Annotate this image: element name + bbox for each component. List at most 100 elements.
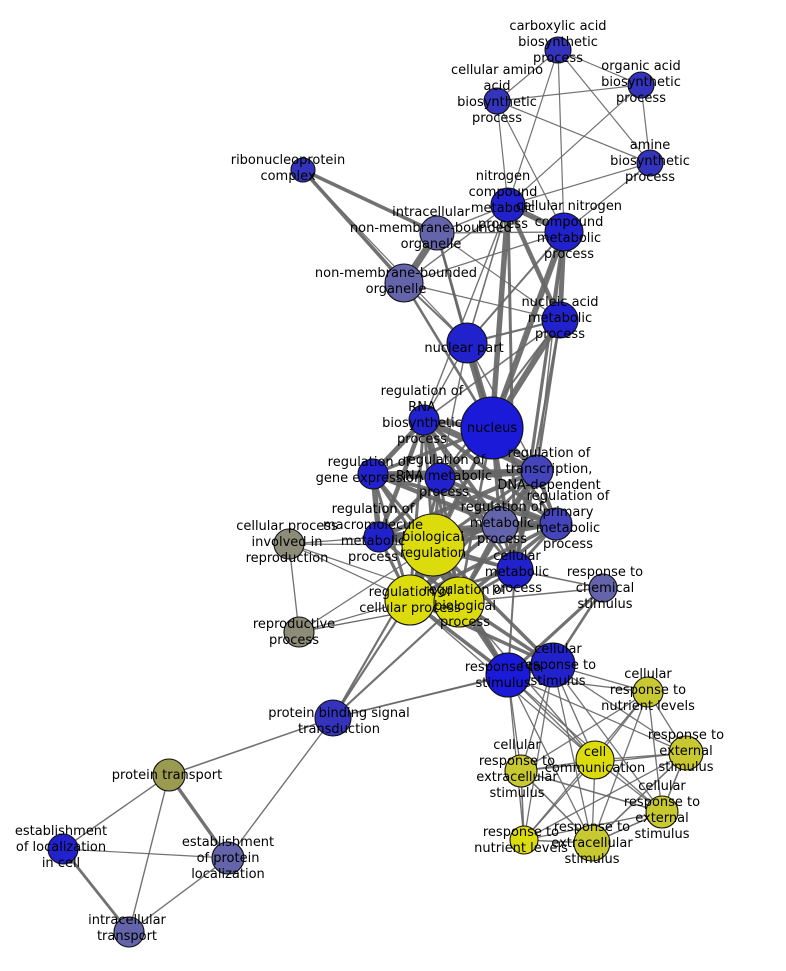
node-establishment_of_localization_in_cell[interactable]: establishment of localization in cell: [47, 833, 79, 865]
edge-cellular_response_to_extracellular_stimulus--cellular_response_to_external_stimulus: [520, 770, 663, 813]
node-reproductive_process[interactable]: reproductive process: [283, 616, 315, 648]
node-label-response_to_chemical_stimulus: response to chemical stimulus: [567, 565, 643, 612]
edge-cellular_response_to_nutrient_levels--cellular_response_to_external_stimulus: [647, 691, 663, 813]
node-nitrogen_compound_metabolic_process[interactable]: nitrogen compound metabolic process: [490, 187, 526, 223]
edge-cellular_response_to_stimulus--cellular_response_to_external_stimulus: [552, 664, 663, 813]
node-regulation_of_metabolic_process[interactable]: regulation of metabolic process: [481, 506, 519, 544]
node-label-establishment_of_localization_in_cell: establishment of localization in cell: [15, 824, 107, 871]
node-biological_regulation[interactable]: biological regulation: [401, 513, 465, 577]
node-label-cellular_response_to_external_stimulus: cellular response to external stimulus: [624, 779, 700, 842]
node-cellular_nitrogen_compound_metabolic_process[interactable]: cellular nitrogen compound metabolic pro…: [544, 212, 584, 252]
node-amine_biosynthetic_process[interactable]: amine biosynthetic process: [636, 149, 664, 177]
edge-protein_binding_signal_transduction--protein_transport: [168, 717, 334, 776]
node-regulation_of_transcription_dna_dependent[interactable]: regulation of transcription, DNA-depende…: [520, 454, 554, 488]
edge-amine_biosynthetic_process--nitrogen_compound_metabolic_process: [507, 162, 651, 206]
node-label-cellular_amino_acid_biosynthetic_process: cellular amino acid biosynthetic process: [451, 63, 543, 126]
node-regulation_of_rna_biosynthetic_process[interactable]: regulation of RNA biosynthetic process: [408, 404, 440, 436]
node-establishment_of_protein_localization[interactable]: establishment of protein localization: [211, 841, 245, 875]
node-regulation_of_primary_metabolic_process[interactable]: regulation of primary metabolic process: [539, 507, 573, 541]
edge-intracellular_non_membrane_bounded_organelle--nucleic_acid_metabolic_process: [436, 232, 561, 321]
node-cellular_response_to_stimulus[interactable]: cellular response to stimulus: [530, 642, 576, 688]
node-label-biological_regulation: biological regulation: [400, 530, 466, 561]
node-ribonucleoprotein_complex[interactable]: ribonucleoprotein complex: [290, 157, 316, 183]
node-protein_transport[interactable]: protein transport: [152, 758, 186, 792]
node-label-regulation_of_cellular_process: regulation of cellular process: [359, 585, 461, 616]
nodes-layer[interactable]: carboxylic acid biosynthetic process orga…: [47, 36, 704, 948]
node-label-cellular_response_to_stimulus: cellular response to stimulus: [520, 642, 596, 689]
node-intracellular_transport[interactable]: intracellular transport: [113, 916, 145, 948]
node-cellular_response_to_nutrient_levels[interactable]: cellular response to nutrient levels: [632, 676, 664, 708]
edge-organic_acid_biosynthetic_process--cellular_amino_acid_biosynthetic_process: [496, 84, 642, 102]
node-label-nucleic_acid_metabolic_process: nucleic acid metabolic process: [521, 295, 598, 342]
node-protein_binding_signal_transduction[interactable]: protein binding signal transduction: [314, 699, 352, 737]
node-response_to_extracellular_stimulus[interactable]: response to extracellular stimulus: [573, 824, 611, 862]
node-nucleic_acid_metabolic_process[interactable]: nucleic acid metabolic process: [541, 301, 579, 339]
node-nucleus[interactable]: nucleus: [460, 396, 524, 460]
node-intracellular_non_membrane_bounded_organelle[interactable]: intracellular non-membrane-bounded organ…: [419, 215, 455, 251]
node-response_to_stimulus[interactable]: response to stimulus: [485, 652, 531, 698]
edge-establishment_of_localization_in_cell--establishment_of_protein_localization: [62, 848, 229, 859]
edge-ribonucleoprotein_complex--non_membrane_bounded_organelle: [301, 168, 406, 285]
node-label-ribonucleoprotein_complex: ribonucleoprotein complex: [231, 153, 346, 184]
node-cellular_metabolic_process[interactable]: cellular metabolic process: [496, 551, 534, 589]
node-cellular_response_to_extracellular_stimulus[interactable]: cellular response to extracellular stimu…: [504, 754, 538, 788]
edge-response_to_external_stimulus--response_to_nutrient_levels: [523, 752, 687, 841]
node-label-response_to_stimulus: response to stimulus: [465, 660, 541, 691]
edge-nitrogen_compound_metabolic_process--nucleic_acid_metabolic_process: [505, 204, 563, 321]
edge-cellular_amino_acid_biosynthetic_process--amine_biosynthetic_process: [496, 100, 651, 164]
node-label-regulation_of_rna_metabolic_process: regulation of RNA metabolic process: [396, 453, 492, 500]
node-carboxylic_acid_biosynthetic_process[interactable]: carboxylic acid biosynthetic process: [544, 36, 572, 64]
edge-organic_acid_biosynthetic_process--nitrogen_compound_metabolic_process: [507, 84, 642, 206]
edge-cellular_response_to_stimulus--response_to_nutrient_levels: [523, 664, 554, 841]
edge-carboxylic_acid_biosynthetic_process--cellular_nitrogen_compound_metabolic_process: [557, 49, 565, 233]
edge-carboxylic_acid_biosynthetic_process--nitrogen_compound_metabolic_process: [507, 49, 559, 206]
node-regulation_of_gene_expression[interactable]: regulation of gene expression: [357, 458, 389, 490]
node-response_to_nutrient_levels[interactable]: response to nutrient levels: [509, 825, 539, 855]
node-label-nuclear_part: nuclear part: [424, 341, 503, 356]
labels-layer: carboxylic acid biosynthetic process organi…: [15, 19, 724, 944]
node-response_to_external_stimulus[interactable]: response to external stimulus: [668, 735, 704, 771]
edge-protein_transport--establishment_of_protein_localization: [167, 774, 230, 859]
node-regulation_of_biological_process[interactable]: regulation of biological process: [433, 576, 485, 628]
node-label-cellular_response_to_nutrient_levels: cellular response to nutrient levels: [601, 667, 695, 714]
node-label-protein_binding_signal_transduction: protein binding signal transduction: [268, 706, 409, 737]
node-nuclear_part[interactable]: nuclear part: [446, 322, 488, 364]
node-cellular_process_involved_in_reproduction[interactable]: cellular process involved in reproductio…: [273, 528, 305, 560]
edge-biological_regulation--protein_binding_signal_transduction: [332, 544, 434, 719]
node-cellular_response_to_external_stimulus[interactable]: cellular response to external stimulus: [645, 795, 679, 829]
edge-cellular_response_to_stimulus--response_to_extracellular_stimulus: [552, 664, 593, 844]
edge-cellular_response_to_nutrient_levels--cellular_response_to_extracellular_stimulus: [520, 691, 649, 772]
node-label-reproductive_process: reproductive process: [253, 617, 335, 648]
node-label-intracellular_non_membrane_bounded_organelle: intracellular non-membrane-bounded organel…: [350, 205, 512, 252]
node-label-intracellular_transport: intracellular transport: [88, 913, 166, 944]
node-cellular_amino_acid_biosynthetic_process[interactable]: cellular amino acid biosynthetic process: [483, 87, 511, 115]
node-label-response_to_external_stimulus: response to external stimulus: [648, 728, 724, 775]
edge-carboxylic_acid_biosynthetic_process--organic_acid_biosynthetic_process: [557, 49, 642, 86]
node-label-response_to_extracellular_stimulus: response to extracellular stimulus: [551, 820, 633, 867]
node-label-amine_biosynthetic_process: amine biosynthetic process: [610, 138, 690, 185]
edge-regulation_of_transcription_dna_dependent--regulation_of_macromolecule_metabolic_process: [378, 468, 538, 540]
node-response_to_chemical_stimulus[interactable]: response to chemical stimulus: [588, 573, 618, 603]
node-label-regulation_of_primary_metabolic_process: regulation of primary metabolic process: [527, 489, 610, 552]
node-cell_communication[interactable]: cell communication: [575, 740, 615, 780]
node-label-carboxylic_acid_biosynthetic_process: carboxylic acid biosynthetic process: [509, 19, 606, 66]
node-regulation_of_macromolecule_metabolic_process[interactable]: regulation of macromolecule metabolic pr…: [363, 521, 395, 553]
edge-cellular_amino_acid_biosynthetic_process--cellular_nitrogen_compound_metabolic_process: [496, 100, 565, 233]
node-organic_acid_biosynthetic_process[interactable]: organic acid biosynthetic process: [627, 71, 655, 99]
edge-regulation_of_rna_metabolic_process--cellular_metabolic_process: [438, 477, 517, 571]
edge-regulation_of_rna_biosynthetic_process--regulation_of_cellular_process: [408, 419, 426, 601]
node-label-nucleus: nucleus: [467, 421, 517, 436]
edge-regulation_of_primary_metabolic_process--regulation_of_cellular_process: [409, 522, 557, 602]
edge-nitrogen_compound_metabolic_process--non_membrane_bounded_organelle: [403, 204, 509, 284]
node-label-cellular_nitrogen_compound_metabolic_process: cellular nitrogen compound metabolic proces…: [516, 199, 622, 262]
edge-regulation_of_rna_biosynthetic_process--cellular_metabolic_process: [422, 419, 517, 571]
node-regulation_of_rna_metabolic_process[interactable]: regulation of RNA metabolic process: [424, 462, 456, 494]
edge-cellular_nitrogen_compound_metabolic_process--regulation_of_transcription_dna_dependent: [536, 231, 565, 472]
edge-response_to_external_stimulus--response_to_extracellular_stimulus: [591, 752, 687, 844]
node-label-regulation_of_metabolic_process: regulation of metabolic process: [461, 500, 544, 547]
edge-regulation_of_transcription_dna_dependent--regulation_of_gene_expression: [372, 468, 538, 477]
node-non_membrane_bounded_organelle[interactable]: non-membrane-bounded organelle: [384, 263, 424, 303]
edge-carboxylic_acid_biosynthetic_process--amine_biosynthetic_process: [557, 49, 651, 164]
edge-regulation_of_gene_expression--regulation_of_metabolic_process: [372, 471, 501, 528]
